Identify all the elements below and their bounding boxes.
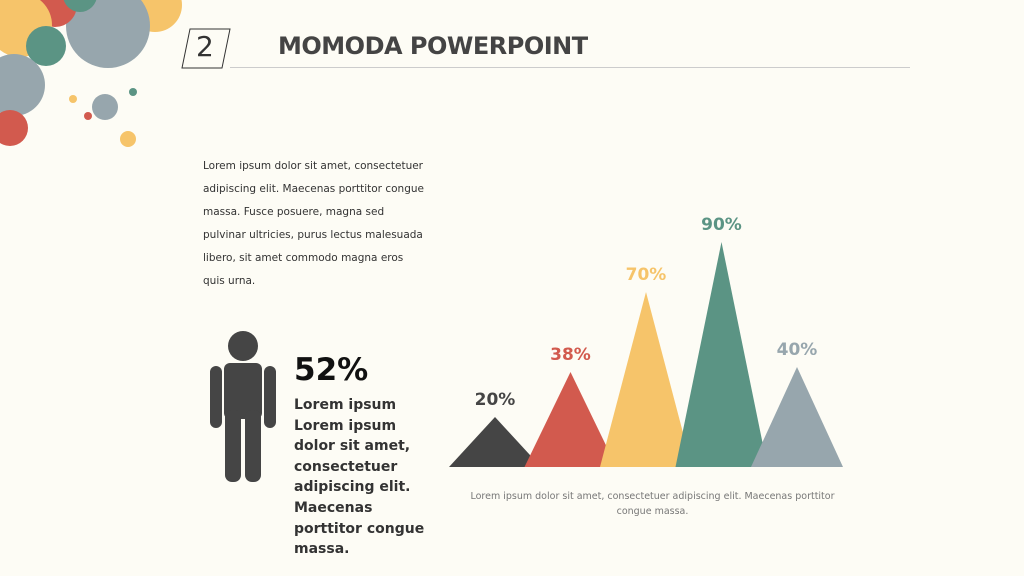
triangle bbox=[600, 292, 692, 467]
value-label: 90% bbox=[701, 215, 742, 235]
value-label: 40% bbox=[777, 340, 818, 360]
stat-description: Lorem ipsum Lorem ipsum dolor sit amet, … bbox=[294, 397, 425, 558]
value-label: 38% bbox=[550, 345, 591, 365]
chart-caption: Lorem ipsum dolor sit amet, consectetuer… bbox=[470, 491, 835, 517]
triangle bbox=[751, 367, 843, 467]
slide-number: 2 bbox=[196, 30, 214, 63]
slide-title: MOMODA POWERPOINT bbox=[278, 32, 588, 60]
value-label: 20% bbox=[475, 390, 516, 410]
triangle bbox=[449, 417, 541, 467]
paragraph: Lorem ipsum dolor sit amet, consectetuer… bbox=[203, 160, 424, 287]
triangle bbox=[524, 372, 617, 467]
stat-value: 52% bbox=[294, 352, 369, 388]
triangle bbox=[675, 242, 768, 467]
value-label: 70% bbox=[626, 265, 667, 285]
